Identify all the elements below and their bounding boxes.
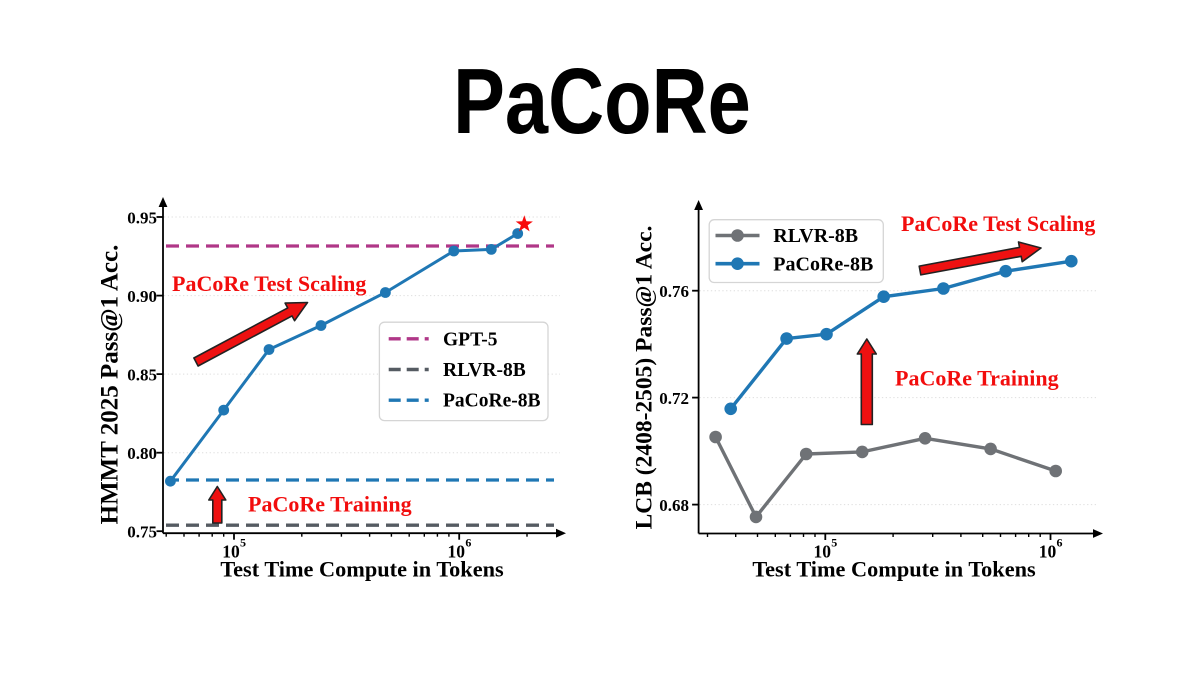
svg-text:PaCoRe Test Scaling: PaCoRe Test Scaling [901, 211, 1095, 236]
svg-text:10: 10 [447, 542, 465, 562]
svg-text:0.90: 0.90 [127, 287, 157, 306]
svg-text:LCB (2408-2505) Pass@1 Acc.: LCB (2408-2505) Pass@1 Acc. [632, 226, 658, 530]
svg-text:0.72: 0.72 [659, 389, 689, 408]
svg-text:5: 5 [240, 536, 246, 550]
svg-text:PaCoRe Test Scaling: PaCoRe Test Scaling [172, 271, 366, 296]
svg-text:0.80: 0.80 [127, 444, 157, 463]
svg-text:PaCoRe: PaCoRe [453, 49, 751, 153]
svg-text:0.75: 0.75 [127, 523, 157, 542]
svg-text:10: 10 [814, 542, 832, 562]
svg-text:PaCoRe Training: PaCoRe Training [895, 366, 1059, 391]
svg-text:0.68: 0.68 [659, 496, 689, 515]
svg-text:RLVR-8B: RLVR-8B [443, 360, 526, 381]
svg-text:0.76: 0.76 [659, 282, 689, 301]
svg-text:6: 6 [465, 536, 471, 550]
svg-text:6: 6 [1057, 536, 1063, 550]
svg-text:Test Time Compute in Tokens: Test Time Compute in Tokens [752, 557, 1036, 582]
svg-text:PaCoRe Training: PaCoRe Training [248, 492, 412, 517]
svg-text:0.95: 0.95 [127, 208, 157, 227]
svg-text:PaCoRe-8B: PaCoRe-8B [773, 253, 873, 275]
svg-text:10: 10 [1039, 542, 1057, 562]
svg-text:0.85: 0.85 [127, 365, 157, 384]
svg-text:10: 10 [222, 542, 240, 562]
svg-text:PaCoRe-8B: PaCoRe-8B [443, 391, 540, 412]
svg-text:5: 5 [831, 536, 837, 550]
svg-text:RLVR-8B: RLVR-8B [773, 225, 858, 247]
svg-text:HMMT 2025 Pass@1 Acc.: HMMT 2025 Pass@1 Acc. [97, 245, 124, 525]
svg-text:Test Time Compute in Tokens: Test Time Compute in Tokens [220, 557, 504, 582]
svg-text:GPT-5: GPT-5 [443, 329, 498, 350]
